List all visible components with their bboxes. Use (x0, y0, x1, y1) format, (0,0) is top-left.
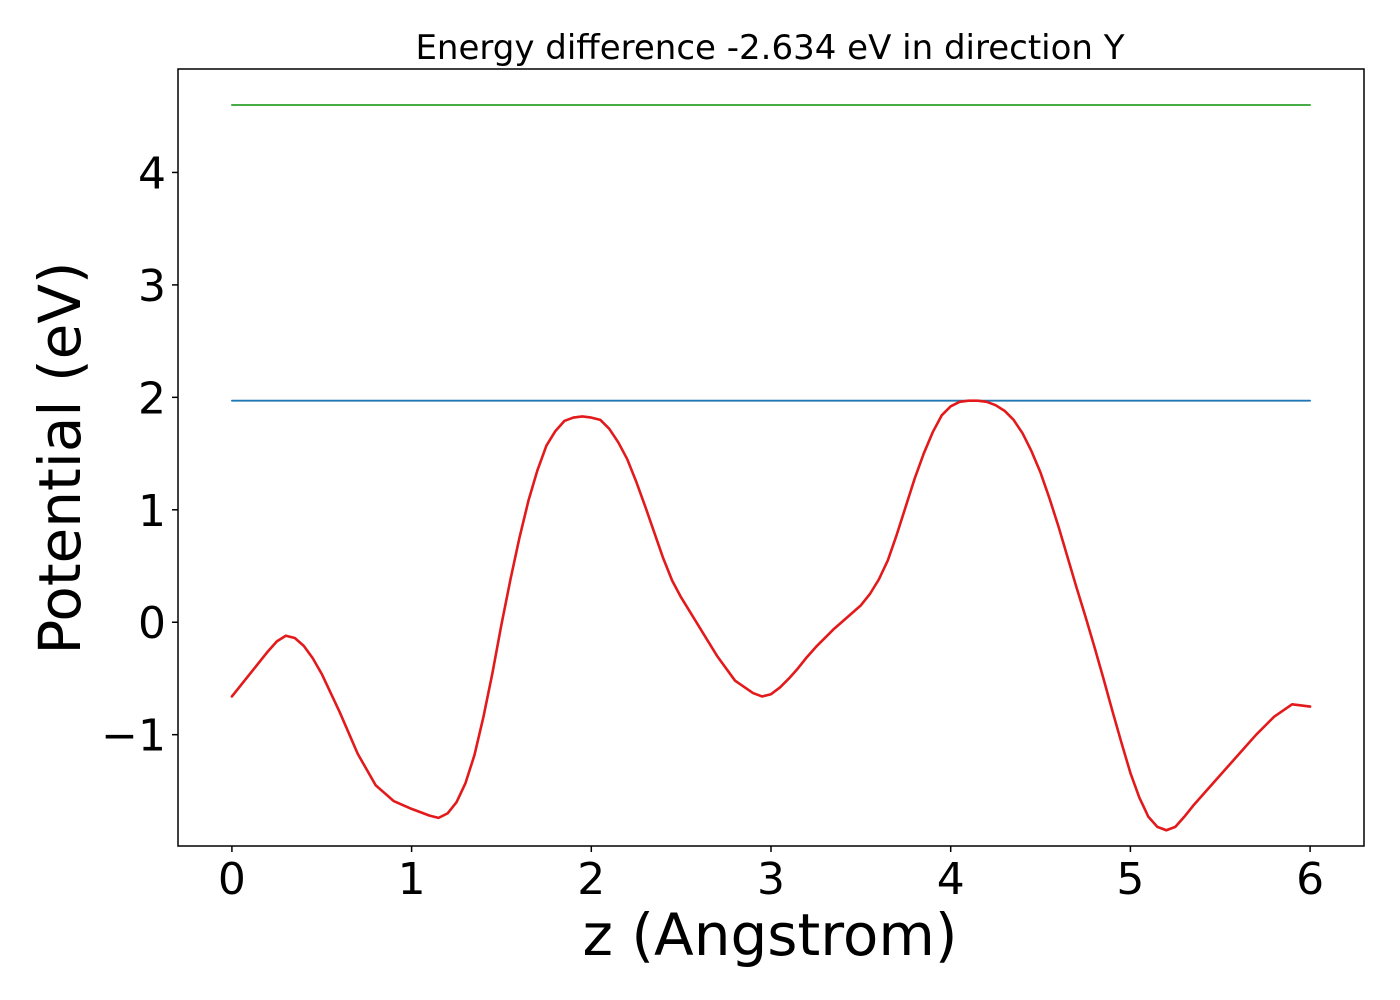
plot-series (230, 104, 1312, 832)
y-tick-label: 2 (138, 373, 166, 424)
x-tick-label: 4 (937, 854, 965, 905)
x-tick-label: 1 (398, 854, 426, 905)
y-tick-label: 3 (138, 261, 166, 312)
chart-title: Energy difference -2.634 eV in direction… (415, 28, 1124, 68)
series-line-potential (230, 399, 1312, 832)
x-tick-label: 2 (577, 854, 605, 905)
x-tick-label: 6 (1296, 854, 1324, 905)
y-axis-label: Potential (eV) (26, 261, 94, 654)
y-tick-label: 4 (138, 148, 166, 199)
y-tick-label: 0 (138, 598, 166, 649)
x-tick-label: 5 (1116, 854, 1144, 905)
x-axis-label: z (Angstrom) (583, 901, 958, 969)
y-tick-label: 1 (138, 486, 166, 537)
y-axis-ticks: −1 0 1 2 3 4 (101, 148, 178, 762)
x-tick-label: 0 (218, 854, 246, 905)
x-tick-label: 3 (757, 854, 785, 905)
x-axis-ticks: 0 1 2 3 4 5 6 (218, 846, 1324, 905)
y-tick-label: −1 (101, 711, 166, 762)
